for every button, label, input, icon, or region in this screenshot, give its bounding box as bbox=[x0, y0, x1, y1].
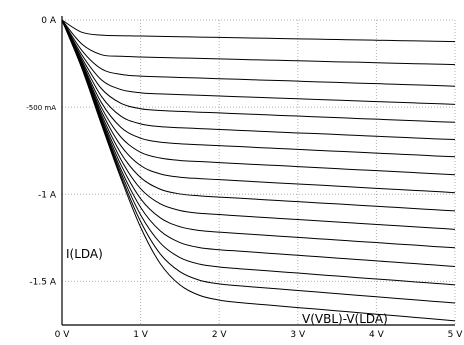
series-line-13 bbox=[61, 19, 456, 267]
x-tick-label: 4 V bbox=[369, 330, 385, 340]
series-group bbox=[61, 19, 456, 322]
x-tick-label: 1 V bbox=[133, 330, 149, 340]
series-line-7 bbox=[61, 19, 456, 158]
series-line-3 bbox=[61, 19, 456, 87]
series-line-1 bbox=[61, 19, 456, 43]
y-tick-label: -1.5 A bbox=[29, 277, 56, 287]
tick-labels: 0 V 1 V 2 V 3 V 4 V 5 V 0 A -500 mA -1 A -1.5 A bbox=[26, 16, 463, 340]
y-tick-label: 0 A bbox=[41, 16, 57, 26]
series-line-2 bbox=[61, 19, 456, 66]
x-tick-label: 5 V bbox=[448, 330, 464, 340]
x-axis-label: V(VBL)-V(LDA) bbox=[302, 312, 388, 326]
series-line-16 bbox=[61, 19, 456, 322]
series-line-14 bbox=[61, 19, 456, 286]
x-tick-label: 0 V bbox=[55, 330, 71, 340]
series-line-12 bbox=[61, 19, 456, 249]
y-tick-label: -500 mA bbox=[26, 104, 56, 112]
series-line-6 bbox=[61, 19, 456, 141]
series-line-5 bbox=[61, 19, 456, 123]
series-line-10 bbox=[61, 19, 456, 212]
series-line-8 bbox=[61, 19, 456, 176]
x-tick-label: 2 V bbox=[212, 330, 228, 340]
series-line-9 bbox=[61, 19, 456, 194]
y-axis-label: I(LDA) bbox=[66, 247, 103, 261]
grid bbox=[61, 19, 456, 325]
series-line-15 bbox=[61, 19, 456, 304]
series-line-11 bbox=[61, 19, 456, 230]
axes bbox=[61, 16, 455, 326]
x-tick-label: 3 V bbox=[290, 330, 306, 340]
y-tick-label: -1 A bbox=[38, 190, 57, 200]
series-line-4 bbox=[61, 19, 456, 105]
